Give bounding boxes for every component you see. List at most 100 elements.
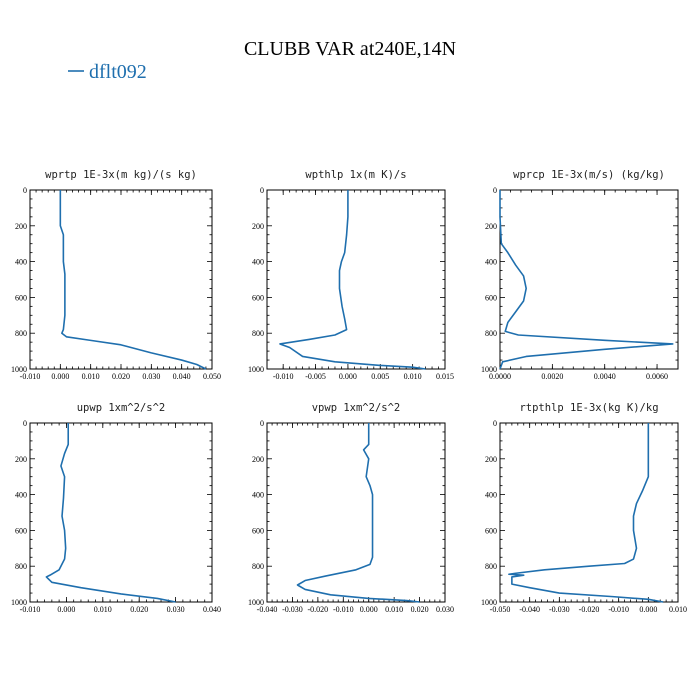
x-tick-label: 0.000 xyxy=(339,372,357,381)
y-tick-label: 600 xyxy=(15,293,27,302)
y-tick-label: 400 xyxy=(485,491,497,500)
x-tick-label: 0.0020 xyxy=(541,372,563,381)
y-tick-label: 0 xyxy=(23,186,27,195)
y-tick-label: 800 xyxy=(485,329,497,338)
y-tick-label: 800 xyxy=(15,562,27,571)
panel-2: wpthlp 1x(m K)/s 0 200 400 600 800 1000 -0.010 -… xyxy=(248,169,454,381)
y-tick-label: 200 xyxy=(252,222,264,231)
y-tick-label: 0 xyxy=(493,419,497,428)
figure-title: CLUBB VAR at240E,14N xyxy=(244,38,456,60)
y-tick-label: 0 xyxy=(260,419,264,428)
x-tick-label: 0.0060 xyxy=(646,372,668,381)
y-tick-label: 600 xyxy=(15,526,27,535)
series-line xyxy=(59,190,207,370)
x-tick-label: -0.040 xyxy=(257,605,278,614)
x-tick-label: 0.010 xyxy=(404,372,422,381)
x-tick-label: -0.010 xyxy=(20,605,41,614)
x-tick-label: 0.050 xyxy=(203,372,221,381)
y-tick-label: 800 xyxy=(252,562,264,571)
y-tick-label: 600 xyxy=(485,293,497,302)
y-tick-label: 400 xyxy=(15,491,27,500)
x-tick-label: 0.000 xyxy=(360,605,378,614)
y-tick-label: 1000 xyxy=(11,598,27,607)
x-tick-label: 0.020 xyxy=(130,605,148,614)
x-tick-label: -0.005 xyxy=(305,372,326,381)
y-tick-label: 400 xyxy=(252,491,264,500)
panel-title: vpwp 1xm^2/s^2 xyxy=(312,402,401,414)
x-tick-label: 0.010 xyxy=(94,605,112,614)
y-tick-label: 1000 xyxy=(248,598,264,607)
x-tick-label: 0.000 xyxy=(57,605,75,614)
x-tick-label: 0.010 xyxy=(669,605,687,614)
series-line xyxy=(45,423,176,603)
y-tick-label: 400 xyxy=(485,258,497,267)
x-tick-label: 0.020 xyxy=(112,372,130,381)
x-tick-label: -0.050 xyxy=(490,605,511,614)
y-tick-label: 400 xyxy=(15,258,27,267)
x-tick-label: 0.015 xyxy=(436,372,454,381)
x-tick-label: 0.030 xyxy=(436,605,454,614)
x-tick-label: 0.0000 xyxy=(489,372,511,381)
series-line xyxy=(279,190,426,370)
x-tick-label: -0.020 xyxy=(308,605,329,614)
x-tick-label: 0.0040 xyxy=(594,372,616,381)
panel-title: wprcp 1E-3x(m/s) (kg/kg) xyxy=(513,169,665,181)
x-tick-label: 0.030 xyxy=(142,372,160,381)
y-tick-label: 600 xyxy=(485,526,497,535)
y-tick-label: 600 xyxy=(252,526,264,535)
x-tick-label: -0.010 xyxy=(20,372,41,381)
panel-title: wprtp 1E-3x(m kg)/(s kg) xyxy=(45,169,197,181)
x-tick-label: 0.000 xyxy=(51,372,69,381)
plot-frame xyxy=(499,422,679,603)
y-tick-label: 800 xyxy=(252,329,264,338)
series-line xyxy=(508,423,664,603)
y-tick-label: 800 xyxy=(485,562,497,571)
y-tick-label: 200 xyxy=(485,222,497,231)
y-tick-label: 400 xyxy=(252,258,264,267)
x-tick-label: 0.040 xyxy=(203,605,221,614)
y-tick-label: 0 xyxy=(260,186,264,195)
x-tick-label: -0.030 xyxy=(549,605,570,614)
y-tick-label: 200 xyxy=(485,455,497,464)
plot-frame xyxy=(29,422,213,603)
panel-1: wprtp 1E-3x(m kg)/(s kg) 0 200 400 600 800 100… xyxy=(11,169,221,381)
plot-frame xyxy=(29,189,213,370)
y-tick-label: 1000 xyxy=(11,365,27,374)
panel-title: rtpthlp 1E-3x(kg K)/kg xyxy=(519,402,658,414)
y-tick-label: 0 xyxy=(23,419,27,428)
plot-frame xyxy=(266,422,446,603)
y-tick-label: 600 xyxy=(252,293,264,302)
y-tick-label: 1000 xyxy=(481,598,497,607)
panel-6: rtpthlp 1E-3x(kg K)/kg02004006008001000-… xyxy=(481,402,687,614)
panel-title: upwp 1xm^2/s^2 xyxy=(77,402,166,414)
legend-label: dflt092 xyxy=(89,61,147,83)
x-tick-label: 0.040 xyxy=(173,372,191,381)
y-tick-label: 200 xyxy=(15,455,27,464)
x-tick-label: 0.010 xyxy=(385,605,403,614)
panel-4: upwp 1xm^2/s^2 0 200 400 600 800 1000-0.010 0.0… xyxy=(11,402,221,614)
x-tick-label: 0.020 xyxy=(411,605,429,614)
x-tick-label: -0.010 xyxy=(608,605,629,614)
y-tick-label: 200 xyxy=(252,455,264,464)
panel-3: wprcp 1E-3x(m/s) (kg/kg) 0 200 400 600 800 100… xyxy=(481,169,679,381)
x-tick-label: 0.010 xyxy=(82,372,100,381)
x-tick-label: -0.040 xyxy=(519,605,540,614)
y-tick-label: 1000 xyxy=(481,365,497,374)
x-tick-label: -0.010 xyxy=(333,605,354,614)
series-line xyxy=(296,423,420,603)
x-tick-label: 0.030 xyxy=(167,605,185,614)
panel-title: wpthlp 1x(m K)/s xyxy=(305,169,406,181)
x-tick-label: 0.000 xyxy=(639,605,657,614)
series-line xyxy=(499,190,674,370)
x-tick-label: -0.020 xyxy=(579,605,600,614)
panel-5: vpwp 1xm^2/s^2 0 200 400 600 800 1000-0.040 -0.… xyxy=(248,402,454,614)
y-tick-label: 800 xyxy=(15,329,27,338)
y-tick-label: 0 xyxy=(493,186,497,195)
y-tick-label: 1000 xyxy=(248,365,264,374)
panel-grid: wprtp 1E-3x(m kg)/(s kg) 0 200 400 600 800 100… xyxy=(11,169,687,614)
x-tick-label: -0.030 xyxy=(282,605,303,614)
x-tick-label: 0.005 xyxy=(371,372,389,381)
y-tick-label: 200 xyxy=(15,222,27,231)
x-tick-label: -0.010 xyxy=(273,372,294,381)
